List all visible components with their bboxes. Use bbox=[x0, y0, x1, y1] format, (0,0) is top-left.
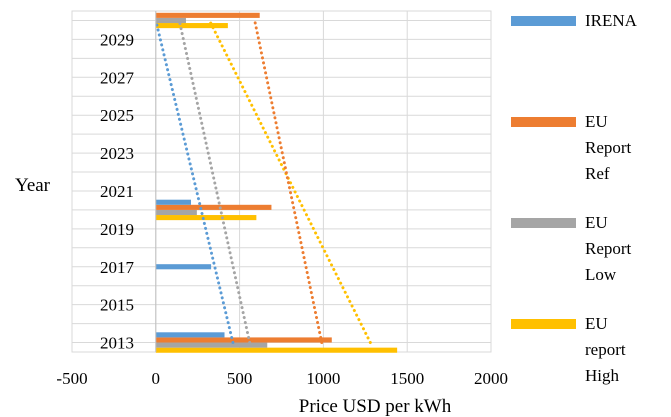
legend-label: EU bbox=[585, 112, 608, 131]
y-tick-label: 2015 bbox=[100, 296, 134, 315]
legend-item-irena: IRENA bbox=[511, 11, 638, 30]
bar-irena-2020 bbox=[155, 199, 191, 205]
x-tick-label: 2000 bbox=[474, 369, 508, 388]
trendlines bbox=[154, 18, 372, 345]
legend-label: Ref bbox=[585, 164, 610, 183]
bar-eu-report-high-2013 bbox=[155, 347, 398, 353]
bar-irena-2013 bbox=[155, 332, 225, 338]
y-tick-label: 2017 bbox=[100, 258, 135, 277]
legend-label: IRENA bbox=[585, 11, 638, 30]
tick-labels: -500 0 500 1000 1500 2000 2013 2015 2017 2019 2021… bbox=[56, 30, 508, 388]
y-tick-label: 2019 bbox=[100, 220, 134, 239]
legend-label: report bbox=[585, 340, 626, 359]
legend-swatch bbox=[511, 319, 576, 329]
bars bbox=[155, 12, 398, 353]
bar-eu-report-high-2020 bbox=[155, 215, 257, 221]
y-tick-label: 2025 bbox=[100, 106, 134, 125]
legend-swatch bbox=[511, 218, 576, 228]
legend-swatch bbox=[511, 16, 576, 26]
y-tick-label: 2021 bbox=[100, 182, 134, 201]
trendline-eu-report-low bbox=[177, 18, 252, 345]
trendline-eu-report-high bbox=[207, 18, 372, 345]
bar-eu-report-low-2020 bbox=[155, 209, 197, 216]
bar-eu-report-ref-2030 bbox=[155, 12, 260, 18]
x-tick-label: 0 bbox=[152, 369, 161, 388]
legend-item-eu-report-ref: EU Report Ref bbox=[511, 112, 632, 183]
bar-eu-report-high-2030 bbox=[155, 23, 228, 29]
gridlines bbox=[71, 10, 492, 353]
y-tick-label: 2029 bbox=[100, 30, 134, 49]
legend: IRENA EU Report Ref EU Report Low EU report High bbox=[511, 11, 638, 385]
bar-irena-2017 bbox=[155, 264, 212, 270]
trendline-eu-report-ref bbox=[253, 18, 324, 345]
legend-swatch bbox=[511, 117, 576, 127]
bar-eu-report-ref-2013 bbox=[155, 337, 332, 343]
x-tick-label: 1500 bbox=[390, 369, 424, 388]
y-axis-title: Year bbox=[15, 175, 51, 196]
x-tick-label: -500 bbox=[56, 369, 87, 388]
bar-eu-report-low-2013 bbox=[155, 342, 268, 348]
bar-eu-report-low-2030 bbox=[155, 17, 186, 24]
legend-label: EU bbox=[585, 314, 608, 333]
legend-item-eu-report-high: EU report High bbox=[511, 314, 626, 385]
y-tick-label: 2027 bbox=[100, 68, 135, 87]
y-tick-label: 2013 bbox=[100, 334, 134, 353]
x-tick-label: 1000 bbox=[306, 369, 340, 388]
y-tick-label: 2023 bbox=[100, 144, 134, 163]
trendline-irena bbox=[154, 18, 235, 345]
legend-label: Low bbox=[585, 265, 617, 284]
x-axis-title: Price USD per kWh bbox=[299, 396, 452, 417]
legend-label: High bbox=[585, 366, 620, 385]
plot-border bbox=[71, 10, 492, 353]
x-tick-label: 500 bbox=[227, 369, 253, 388]
legend-label: Report bbox=[585, 239, 632, 258]
bar-eu-report-ref-2020 bbox=[155, 204, 272, 210]
legend-item-eu-report-low: EU Report Low bbox=[511, 213, 632, 284]
legend-label: EU bbox=[585, 213, 608, 232]
legend-label: Report bbox=[585, 138, 632, 157]
